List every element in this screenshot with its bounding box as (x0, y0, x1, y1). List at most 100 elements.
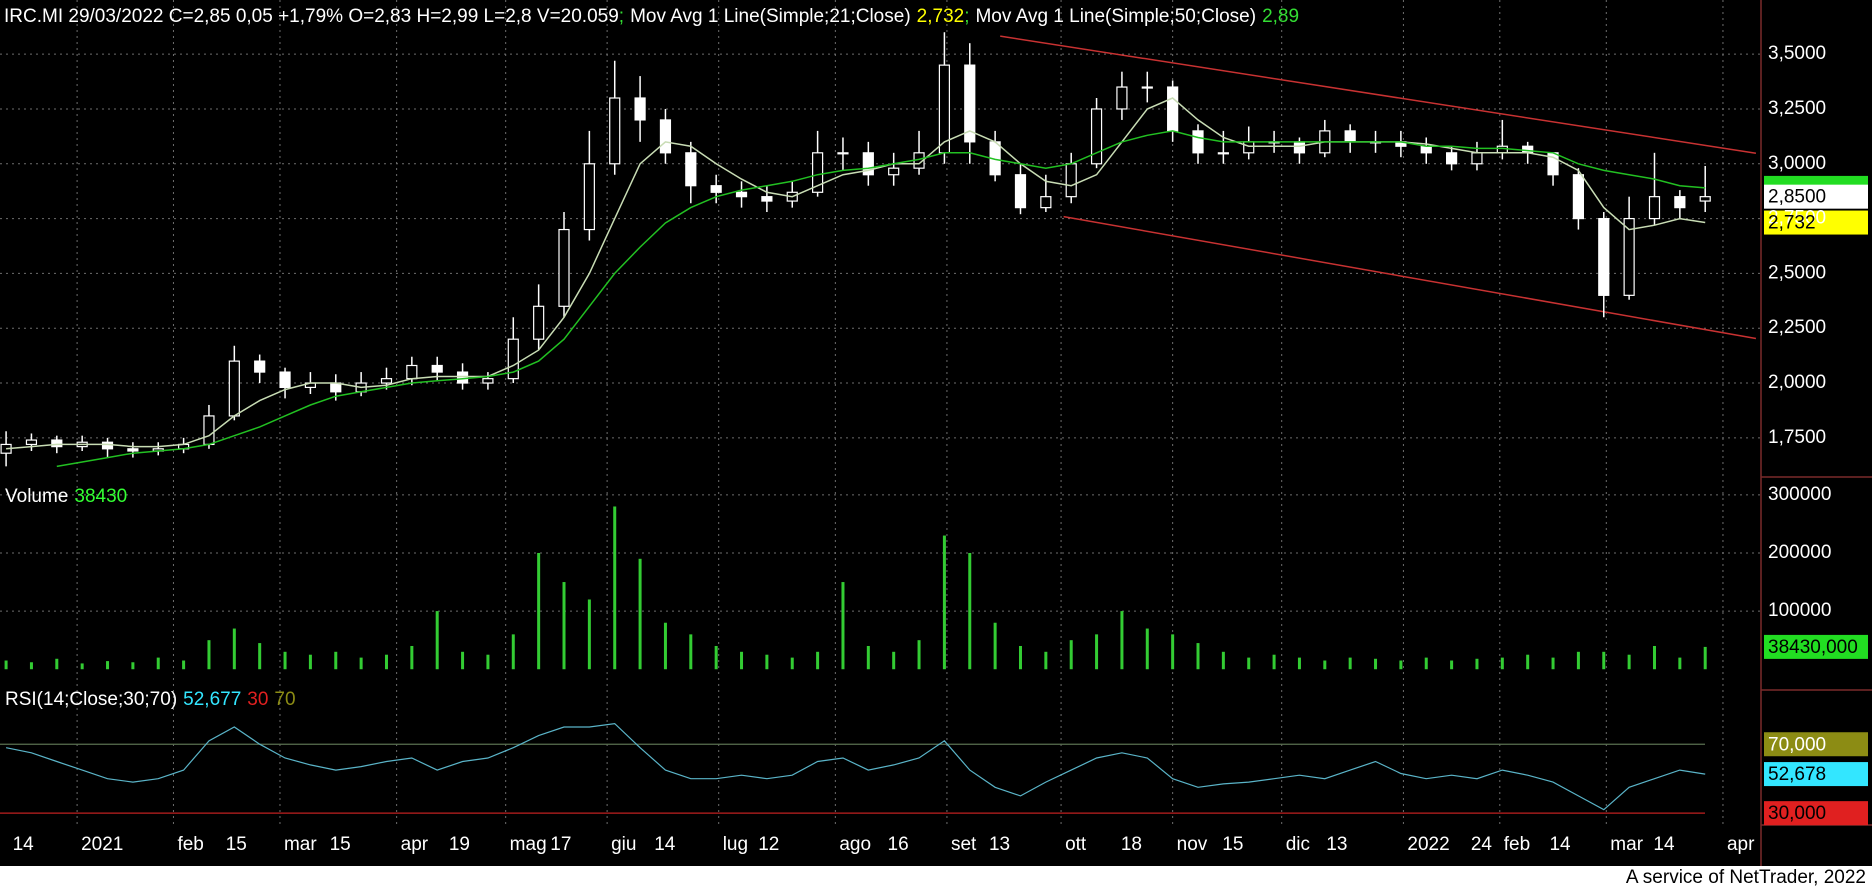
x-tick-label: 19 (449, 834, 470, 855)
volume-bar (410, 645, 414, 670)
candle-body (685, 152, 697, 187)
candle-body (1648, 196, 1661, 220)
x-tick-label: 12 (758, 834, 779, 855)
candle-body (583, 163, 595, 231)
candle-body (812, 152, 824, 193)
x-tick-label: 16 (888, 834, 909, 855)
candle-body (558, 228, 570, 307)
candle-body (127, 448, 139, 452)
candle-body (1623, 217, 1635, 296)
x-tick-label: 17 (550, 834, 571, 855)
volume-bar (1221, 651, 1225, 670)
volume-legend: Volume 38430 (5, 486, 127, 507)
volume-bar (1424, 657, 1428, 670)
y-tick-label: 1,7500 (1768, 427, 1826, 448)
volume-bar (790, 657, 794, 670)
volume-bar (232, 628, 236, 670)
x-tick-label: 14 (654, 834, 676, 855)
volume-bar (258, 643, 262, 670)
volume-bar (1145, 628, 1149, 670)
legend-ma21: Mov Avg 1 Line(Simple;21;Close) (630, 6, 911, 27)
price-series-name: IRC.MI 29/03/2022 C=2,85 0,05 +1,79% O=2… (4, 6, 619, 27)
axis-value-label: 52,678 (1768, 764, 1826, 785)
volume-bar (334, 651, 338, 670)
grid-layer (0, 0, 1761, 824)
x-tick-label: 2021 (81, 834, 123, 855)
volume-bar (1576, 651, 1580, 670)
candle-body (228, 360, 240, 417)
moving-average-line (56, 130, 1706, 468)
candle-body (279, 371, 291, 389)
candle-body (1572, 174, 1585, 220)
candle-body (862, 152, 874, 176)
candle-body (634, 97, 646, 121)
x-tick-label: 15 (226, 834, 247, 855)
candle-body (1116, 86, 1128, 110)
volume-bar (207, 640, 211, 670)
candle-body (406, 364, 418, 380)
volume-bar (1171, 634, 1175, 670)
y-tick-label: 200000 (1768, 542, 1831, 563)
volume-bar (384, 654, 388, 670)
legend-ma50-value: 2,89 (1262, 6, 1299, 27)
axis-value-box (1764, 732, 1868, 757)
x-tick-label: ago (839, 834, 871, 855)
y-tick-label: 2,2500 (1768, 317, 1826, 338)
axis-value-box (1764, 634, 1868, 659)
trendline (1063, 215, 1757, 340)
volume-bar (740, 651, 744, 670)
volume-bar (486, 654, 490, 670)
volume-bar (1399, 660, 1403, 670)
candle-body (1344, 130, 1356, 143)
y-tick-label: 3,2500 (1768, 98, 1826, 119)
legend-ma21-value: 2,732 (917, 6, 965, 27)
volume-bar (359, 657, 363, 670)
text-layer: IRC.MI 29/03/2022 C=2,85 0,05 +1,79% O=2… (4, 6, 1866, 888)
candle-body (609, 97, 621, 165)
footer-background (0, 866, 1872, 888)
axis-value-label: 38430,000 (1768, 637, 1858, 658)
candle-body (1217, 152, 1229, 155)
x-tick-label: 24 (1471, 834, 1493, 855)
volume-bar (689, 634, 693, 670)
volume-bar (1602, 651, 1606, 670)
x-tick-label: 15 (1222, 834, 1243, 855)
volume-bar (942, 535, 946, 670)
candle-body (1167, 86, 1179, 132)
footer: A service of NetTrader, 2022 (1626, 867, 1866, 888)
rsi-level-label: 30 (247, 689, 268, 710)
volume-bar (1272, 654, 1276, 670)
volume-bar (156, 657, 160, 670)
trendline (1000, 35, 1757, 154)
x-tick-label: feb (1504, 834, 1530, 855)
axis-value-box (1764, 210, 1868, 235)
y-tick-label: 3,0000 (1768, 153, 1826, 174)
volume-bar (1450, 660, 1454, 670)
candle-body (1040, 196, 1052, 209)
volume-bar (1095, 634, 1099, 670)
volume-bar (1323, 660, 1327, 670)
moving-average-line (6, 97, 1706, 450)
x-tick-label: dic (1286, 834, 1310, 855)
volume-bar (1551, 657, 1555, 670)
y-tick-label: 2,5000 (1768, 262, 1826, 283)
candle-body (203, 415, 215, 446)
x-tick-label: set (951, 834, 977, 855)
rsi-value: 52,677 (183, 689, 241, 710)
candle-body (51, 439, 63, 448)
candle-body (1496, 145, 1508, 154)
candle-body (1420, 145, 1432, 154)
x-tick-label: giu (611, 834, 636, 855)
candle-body (482, 378, 494, 384)
candle-body (1243, 141, 1255, 154)
volume-bar (917, 640, 921, 670)
chart-background (0, 0, 1872, 866)
volume-bar (283, 651, 287, 670)
candle-body (101, 441, 114, 450)
y-tick-label: 2,0000 (1768, 372, 1826, 393)
volume-bar (1703, 646, 1707, 670)
axis-value-box (1764, 801, 1868, 826)
axis-value-box (1764, 184, 1868, 209)
y-tick-label: 2,7500 (1768, 208, 1826, 229)
